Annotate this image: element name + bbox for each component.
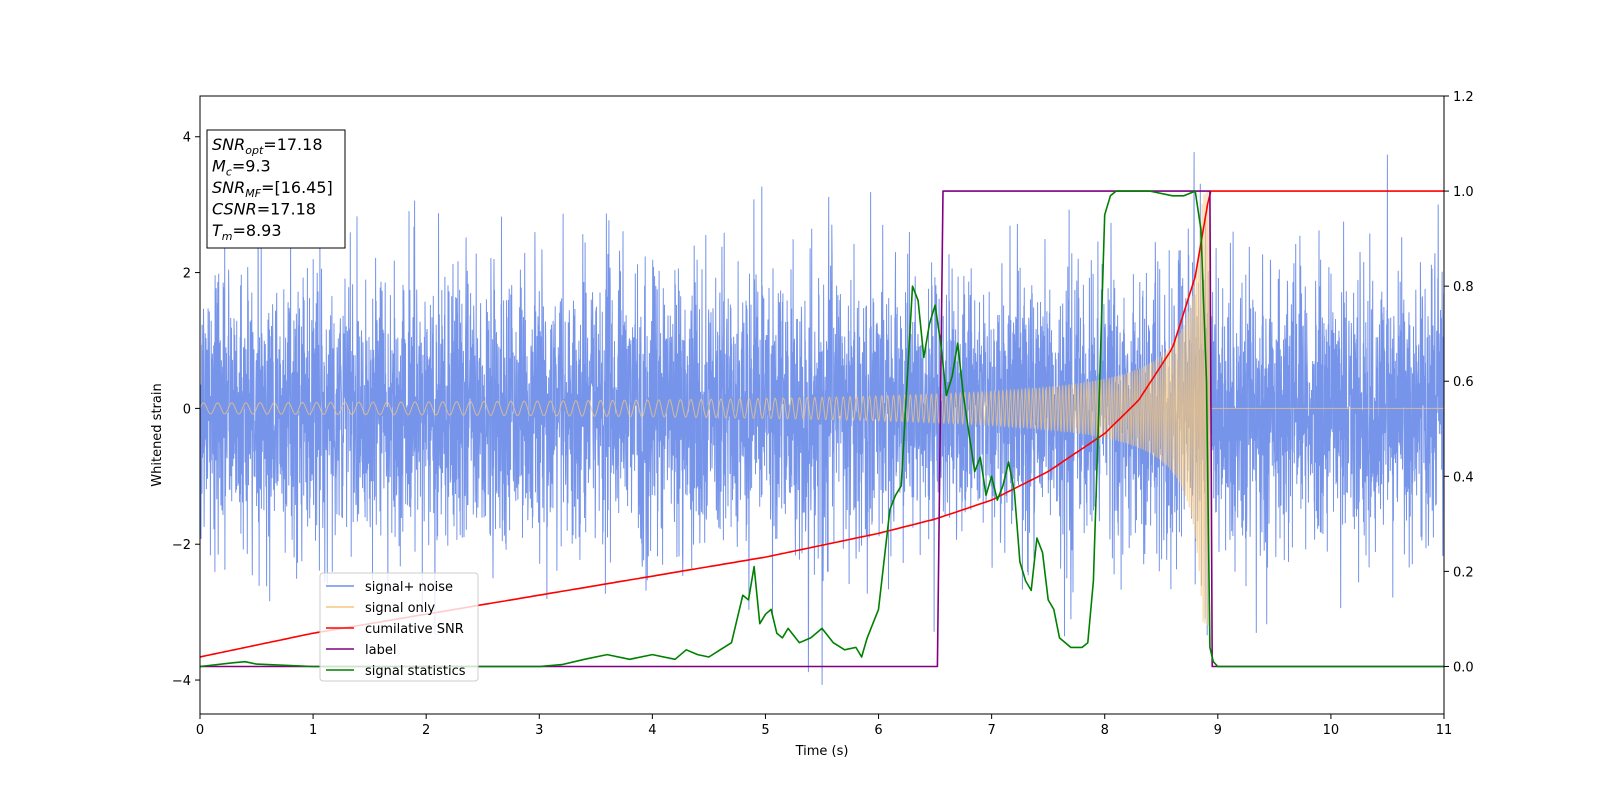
y-tick-label: 2 — [183, 267, 191, 282]
info-line: CSNR=17.18 — [212, 200, 316, 219]
y-axis-label: Whitened strain — [150, 383, 165, 486]
info-line: SNRopt=17.18 — [212, 135, 323, 157]
y-axis-left: −4 −2 0 2 4 — [172, 131, 200, 689]
x-tick-label: 7 — [987, 723, 995, 738]
x-tick-label: 3 — [535, 723, 543, 738]
legend: signal+ noise signal only cumilative SNR la… — [319, 572, 479, 682]
info-line: Tm=8.93 — [212, 221, 282, 243]
info-line-value: =8.93 — [233, 221, 282, 240]
info-line-name: CSNR — [212, 200, 257, 219]
y2-tick-label: 0.6 — [1453, 375, 1474, 390]
info-line: SNRMF=[16.45] — [212, 178, 333, 200]
y-tick-label: 0 — [183, 402, 191, 417]
info-box: SNRopt=17.18Mc=9.3SNRMF=[16.45]CSNR=17.1… — [206, 129, 346, 249]
legend-entry: signal+ noise — [365, 580, 453, 595]
y2-tick-label: 0.0 — [1453, 660, 1474, 675]
series-signal-statistics — [200, 190, 1444, 668]
info-line-subscript: opt — [245, 144, 264, 157]
series-signal-noise — [200, 152, 1444, 685]
info-line-name: M — [212, 157, 226, 176]
x-tick-label: 4 — [648, 723, 656, 738]
info-line: Mc=9.3 — [212, 157, 271, 179]
x-tick-label: 2 — [422, 723, 430, 738]
info-line-value: =17.18 — [263, 135, 322, 154]
y2-tick-label: 1.2 — [1453, 90, 1474, 105]
x-tick-label: 8 — [1101, 723, 1109, 738]
legend-entry: cumilative SNR — [365, 622, 464, 637]
info-line-subscript: m — [222, 230, 233, 243]
legend-frame — [319, 572, 479, 682]
y-axis-right: 0.0 0.2 0.4 0.6 0.8 1.0 1.2 — [1444, 90, 1474, 675]
x-tick-label: 10 — [1323, 723, 1340, 738]
legend-entry: signal only — [365, 601, 435, 616]
x-tick-label: 9 — [1214, 723, 1222, 738]
x-tick-label: 5 — [761, 723, 769, 738]
y2-tick-label: 0.2 — [1453, 565, 1474, 580]
info-line-value: =9.3 — [232, 157, 271, 176]
y-tick-label: −4 — [172, 674, 191, 689]
info-line-name: SNR — [212, 135, 245, 154]
plot-frame — [199, 95, 1445, 715]
y2-tick-label: 1.0 — [1453, 185, 1474, 200]
y2-tick-label: 0.8 — [1453, 280, 1474, 295]
info-box-frame — [206, 129, 346, 249]
info-line-value: =17.18 — [257, 200, 316, 219]
y-tick-label: −2 — [172, 538, 191, 553]
info-line-value: =[16.45] — [261, 178, 333, 197]
x-tick-label: 6 — [874, 723, 882, 738]
info-line-name: T — [212, 221, 223, 240]
x-axis: 0 1 2 3 4 5 6 7 8 9 10 11 — [196, 714, 1452, 738]
series-signal-only — [200, 191, 1444, 626]
x-tick-label: 0 — [196, 723, 204, 738]
info-line-subscript: MF — [245, 187, 261, 200]
info-line-subscript: c — [226, 166, 232, 179]
legend-entry: label — [365, 643, 396, 658]
x-axis-label: Time (s) — [795, 744, 849, 759]
y-tick-label: 4 — [183, 131, 191, 146]
info-line-name: SNR — [212, 178, 245, 197]
x-tick-label: 1 — [309, 723, 317, 738]
legend-entry: signal statistics — [365, 664, 466, 679]
y2-tick-label: 0.4 — [1453, 470, 1474, 485]
x-tick-label: 11 — [1436, 723, 1453, 738]
